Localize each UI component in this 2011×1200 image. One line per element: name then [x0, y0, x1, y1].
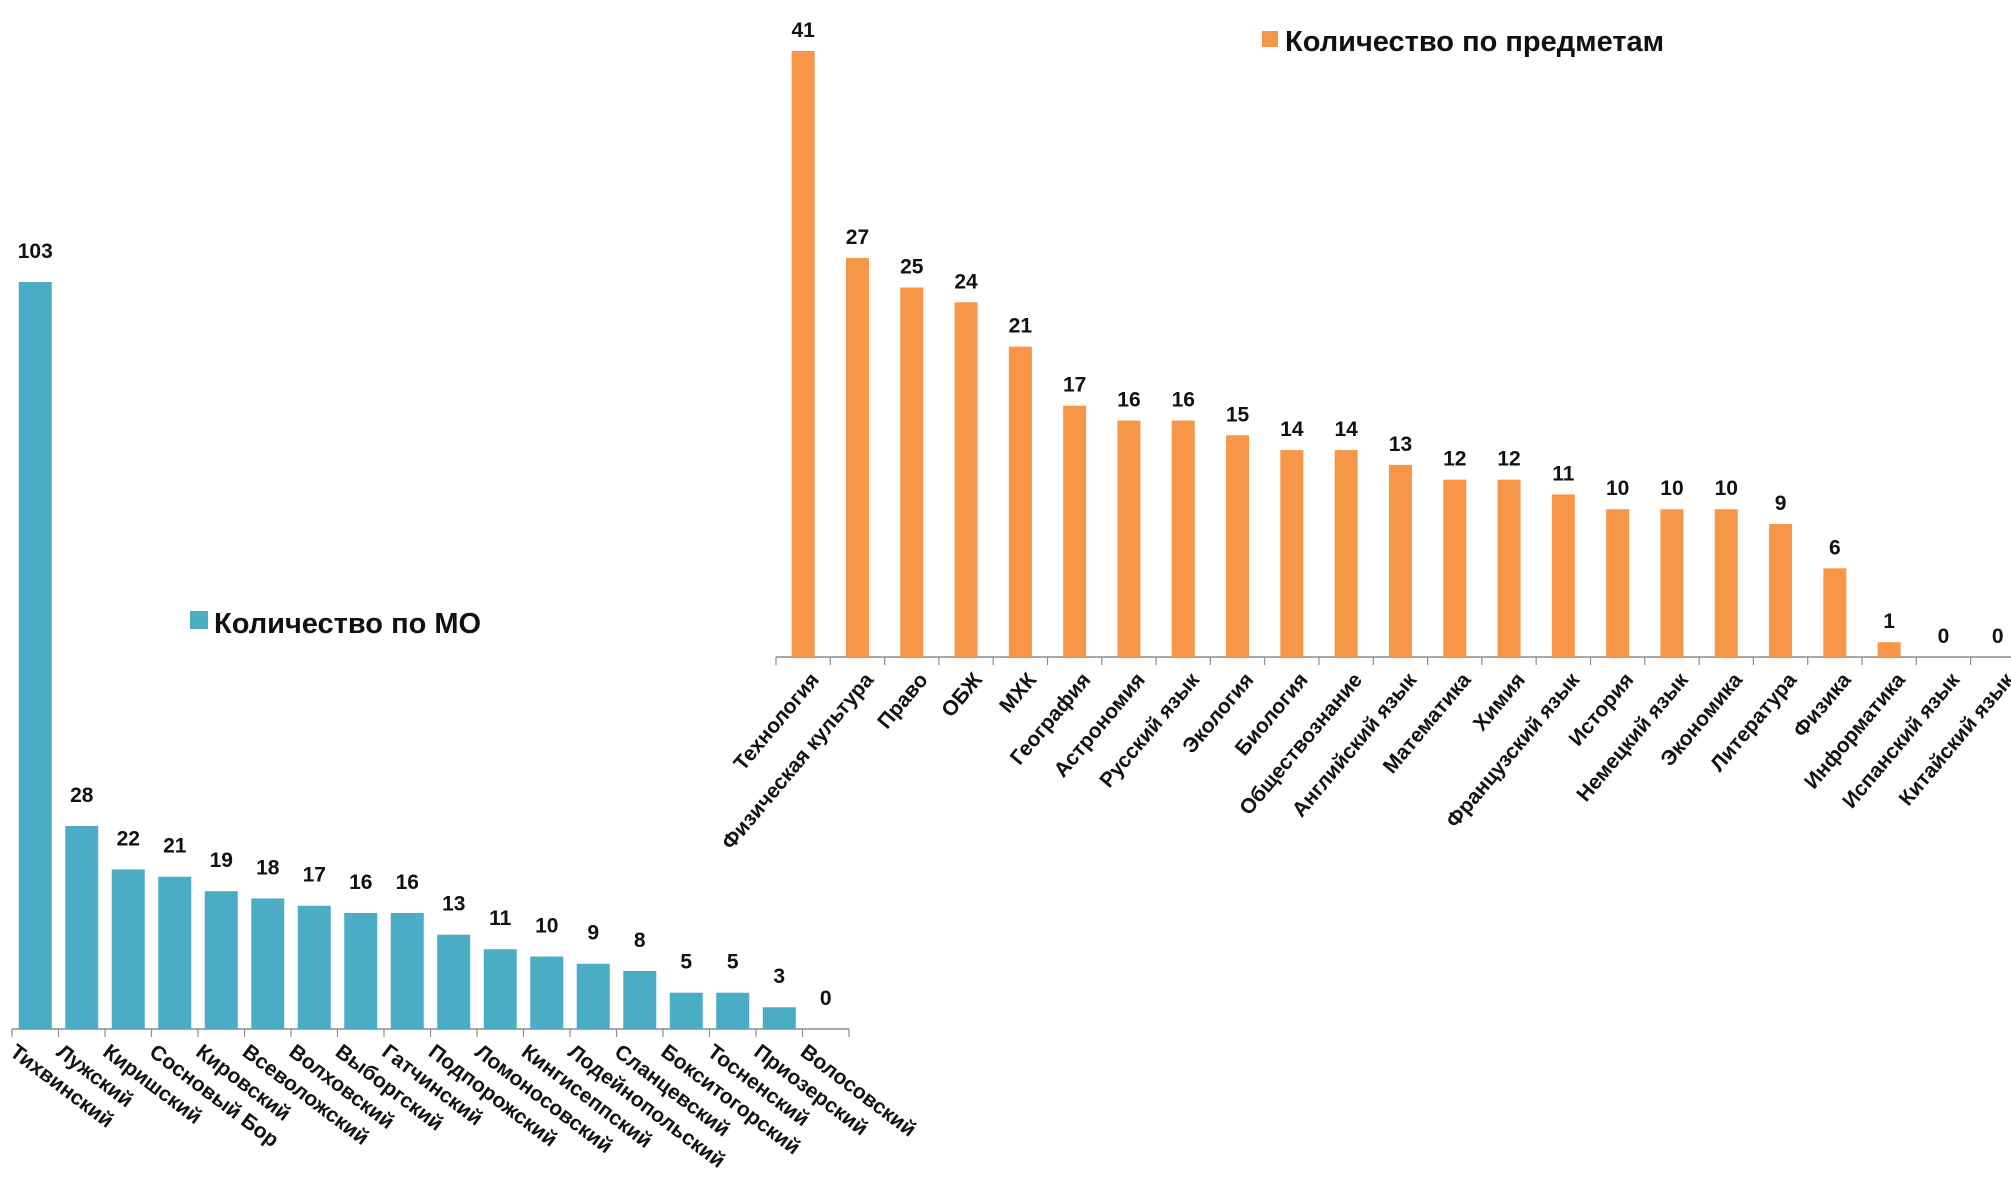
bar — [1280, 450, 1304, 657]
data-label: 11 — [489, 907, 512, 930]
legend-label: Количество по предметам — [1285, 26, 1664, 58]
bar — [1606, 509, 1630, 657]
data-label: 12 — [1443, 448, 1466, 471]
legend-swatch — [190, 611, 208, 629]
data-label: 3 — [773, 965, 785, 988]
bar — [716, 992, 750, 1029]
category-label: ОБЖ — [937, 668, 987, 722]
bar — [1769, 523, 1793, 657]
data-label: 1 — [1883, 610, 1895, 633]
data-label: 16 — [1117, 389, 1140, 412]
data-label: 18 — [256, 856, 280, 879]
bar — [65, 825, 99, 1029]
bar — [1117, 420, 1141, 657]
bar — [390, 912, 424, 1029]
bar — [111, 869, 145, 1029]
bar — [669, 992, 703, 1029]
bar — [1823, 568, 1847, 657]
data-label: 19 — [210, 849, 233, 872]
data-label: 5 — [727, 951, 739, 974]
data-label: 16 — [396, 871, 419, 894]
legend-label: Количество по МО — [214, 608, 481, 640]
data-label: 27 — [846, 226, 869, 249]
legend-swatch — [1262, 31, 1278, 47]
bar — [1877, 642, 1901, 657]
data-label: 0 — [820, 987, 832, 1010]
data-label: 0 — [1938, 625, 1950, 648]
data-label: 21 — [163, 835, 187, 858]
bar — [483, 949, 517, 1029]
data-label: 25 — [900, 255, 924, 278]
bar — [297, 905, 331, 1029]
data-label: 103 — [18, 240, 53, 263]
category-label: Право — [873, 669, 932, 734]
data-label: 5 — [680, 951, 692, 974]
bar — [1171, 420, 1195, 657]
data-label: 11 — [1552, 462, 1575, 485]
bar — [954, 302, 978, 657]
data-label: 17 — [1063, 374, 1086, 397]
bar — [762, 1007, 796, 1029]
data-label: 8 — [634, 929, 646, 952]
bar — [1443, 479, 1467, 657]
data-label: 10 — [1660, 477, 1683, 500]
data-label: 28 — [70, 784, 94, 807]
data-label: 9 — [1775, 492, 1787, 515]
bar — [1226, 435, 1250, 657]
data-label: 12 — [1497, 448, 1520, 471]
data-label: 13 — [442, 893, 465, 916]
data-label: 21 — [1009, 315, 1033, 338]
bar — [18, 282, 52, 1029]
category-label: МХК — [995, 669, 1041, 718]
bar — [344, 912, 378, 1029]
data-label: 17 — [303, 864, 326, 887]
data-label: 14 — [1334, 418, 1358, 441]
bar — [791, 51, 815, 657]
data-label: 15 — [1226, 403, 1250, 426]
data-label: 9 — [587, 922, 599, 945]
bar — [437, 934, 471, 1029]
data-label: 6 — [1829, 536, 1841, 559]
bar — [845, 257, 869, 657]
bar — [1008, 346, 1032, 657]
data-label: 14 — [1280, 418, 1304, 441]
bar — [1551, 494, 1575, 657]
bar — [251, 898, 285, 1029]
bar — [1388, 464, 1412, 657]
bar — [900, 287, 924, 657]
data-label: 10 — [1715, 477, 1738, 500]
data-label: 22 — [117, 827, 140, 850]
data-label: 10 — [1606, 477, 1629, 500]
bar — [1497, 479, 1521, 657]
bar — [1714, 509, 1738, 657]
data-label: 13 — [1389, 433, 1412, 456]
data-label: 0 — [1992, 625, 2004, 648]
bar — [204, 891, 238, 1029]
data-label: 41 — [791, 19, 815, 42]
bar — [576, 963, 610, 1029]
data-label: 24 — [954, 270, 978, 293]
data-label: 10 — [535, 914, 558, 937]
data-label: 16 — [349, 871, 372, 894]
bar — [530, 956, 564, 1029]
bar — [158, 876, 192, 1029]
bar — [1334, 450, 1358, 657]
bar — [623, 970, 657, 1029]
bar — [1660, 509, 1684, 657]
data-label: 16 — [1172, 389, 1195, 412]
bar — [1063, 405, 1087, 657]
